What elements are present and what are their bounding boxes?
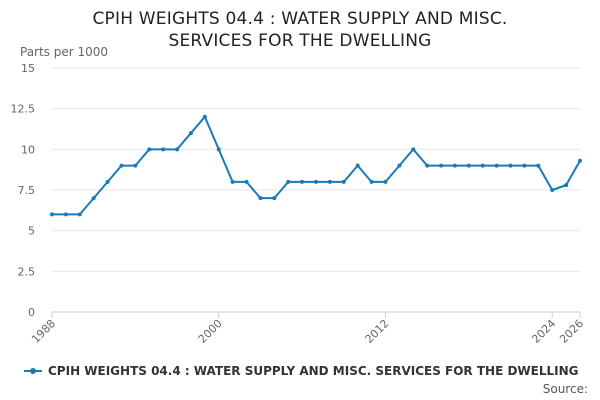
chart-title: CPIH WEIGHTS 04.4 : WATER SUPPLY AND MIS… bbox=[0, 8, 600, 52]
data-point[interactable] bbox=[425, 163, 430, 168]
data-point[interactable] bbox=[286, 179, 291, 184]
data-point[interactable] bbox=[314, 179, 318, 184]
source-label: Source: bbox=[542, 382, 588, 396]
x-tick-label: 2026 bbox=[557, 317, 586, 346]
y-tick-label: 5 bbox=[28, 225, 35, 238]
y-tick-label: 2.5 bbox=[18, 265, 36, 278]
data-point[interactable] bbox=[383, 179, 388, 184]
data-point[interactable] bbox=[327, 179, 332, 184]
data-point[interactable] bbox=[397, 163, 402, 168]
data-point[interactable] bbox=[564, 183, 569, 188]
data-point[interactable] bbox=[50, 212, 54, 217]
y-tick-label: 0 bbox=[28, 306, 35, 319]
x-tick-label: 2024 bbox=[529, 317, 558, 346]
data-point[interactable] bbox=[105, 179, 110, 184]
data-point[interactable] bbox=[258, 196, 263, 201]
data-point[interactable] bbox=[578, 158, 582, 163]
legend-label: CPIH WEIGHTS 04.4 : WATER SUPPLY AND MIS… bbox=[48, 364, 579, 378]
data-point[interactable] bbox=[175, 147, 180, 152]
data-point[interactable] bbox=[522, 163, 527, 168]
data-point[interactable] bbox=[452, 163, 457, 168]
data-point[interactable] bbox=[411, 147, 416, 152]
series-line bbox=[52, 115, 581, 216]
data-point[interactable] bbox=[133, 163, 138, 168]
chart-title-line-2: SERVICES FOR THE DWELLING bbox=[168, 31, 432, 51]
x-tick-label: 1988 bbox=[29, 317, 58, 346]
y-tick-label: 12.5 bbox=[11, 103, 36, 116]
data-point[interactable] bbox=[91, 196, 96, 201]
data-point[interactable] bbox=[300, 179, 305, 184]
data-point[interactable] bbox=[536, 163, 541, 168]
x-tick-label: 2012 bbox=[363, 317, 392, 346]
data-point[interactable] bbox=[119, 163, 124, 168]
y-tick-label: 10 bbox=[21, 143, 35, 156]
data-point[interactable] bbox=[147, 147, 152, 152]
data-point[interactable] bbox=[494, 163, 499, 168]
data-point[interactable] bbox=[355, 163, 360, 168]
data-point[interactable] bbox=[63, 212, 68, 217]
x-tick-label: 2000 bbox=[196, 317, 225, 346]
data-point[interactable] bbox=[369, 179, 374, 184]
data-point[interactable] bbox=[230, 179, 235, 184]
data-point[interactable] bbox=[341, 179, 346, 184]
data-point[interactable] bbox=[550, 188, 555, 192]
data-point[interactable] bbox=[202, 114, 207, 119]
y-tick-label: 7.5 bbox=[18, 184, 36, 197]
data-point[interactable] bbox=[244, 179, 249, 184]
series-layer bbox=[50, 114, 582, 217]
grid-lines bbox=[52, 67, 580, 313]
data-point[interactable] bbox=[272, 196, 277, 201]
data-point[interactable] bbox=[188, 131, 193, 136]
data-point[interactable] bbox=[508, 163, 513, 168]
data-point[interactable] bbox=[77, 212, 82, 217]
data-point[interactable] bbox=[439, 163, 444, 168]
data-point[interactable] bbox=[466, 163, 471, 168]
y-axis-label: Parts per 1000 bbox=[20, 45, 109, 59]
data-point[interactable] bbox=[480, 163, 485, 168]
y-tick-label: 15 bbox=[21, 62, 35, 75]
chart-title-line-1: CPIH WEIGHTS 04.4 : WATER SUPPLY AND MIS… bbox=[92, 9, 508, 29]
data-point[interactable] bbox=[216, 147, 221, 152]
legend-line-marker-icon bbox=[24, 366, 42, 376]
legend[interactable]: CPIH WEIGHTS 04.4 : WATER SUPPLY AND MIS… bbox=[24, 364, 579, 378]
data-point[interactable] bbox=[161, 147, 166, 152]
